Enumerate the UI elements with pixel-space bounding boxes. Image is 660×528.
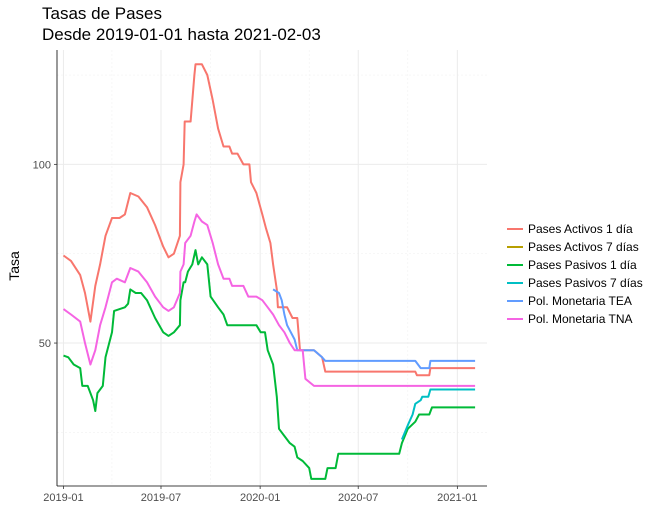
series-line-0 bbox=[62, 63, 476, 377]
series-line-3 bbox=[400, 388, 476, 440]
chart-title: Tasas de Pases bbox=[42, 4, 162, 23]
x-axis: 2019-01 2019-07 2020-01 2020-07 2021-01 bbox=[43, 485, 487, 504]
legend-label-3: Pases Pasivos 7 días bbox=[528, 276, 643, 290]
x-tick-label: 2021-01 bbox=[437, 492, 477, 504]
legend-label-4: Pol. Monetaria TEA bbox=[528, 294, 632, 308]
y-axis: 50 100 bbox=[33, 50, 58, 486]
series-line-2 bbox=[63, 249, 476, 480]
x-tick-label: 2020-07 bbox=[338, 492, 378, 504]
legend-label-2: Pases Pasivos 1 día bbox=[528, 258, 637, 272]
plot-area bbox=[57, 50, 487, 486]
legend-label-5: Pol. Monetaria TNA bbox=[528, 312, 633, 326]
y-tick-label: 50 bbox=[39, 338, 51, 350]
series-group bbox=[62, 63, 476, 480]
legend-label-0: Pases Activos 1 día bbox=[528, 222, 633, 236]
series-line-5 bbox=[62, 213, 476, 387]
chart-subtitle: Desde 2019-01-01 hasta 2021-02-03 bbox=[42, 25, 321, 44]
legend: Pases Activos 1 día Pases Activos 7 días P… bbox=[507, 222, 643, 326]
legend-label-1: Pases Activos 7 días bbox=[528, 240, 639, 254]
series-line-4 bbox=[272, 288, 476, 370]
y-tick-label: 100 bbox=[33, 159, 51, 171]
x-tick-label: 2020-01 bbox=[240, 492, 280, 504]
x-tick-label: 2019-01 bbox=[43, 492, 83, 504]
y-axis-title: Tasa bbox=[6, 251, 22, 281]
x-tick-label: 2019-07 bbox=[141, 492, 181, 504]
grid bbox=[57, 50, 487, 486]
